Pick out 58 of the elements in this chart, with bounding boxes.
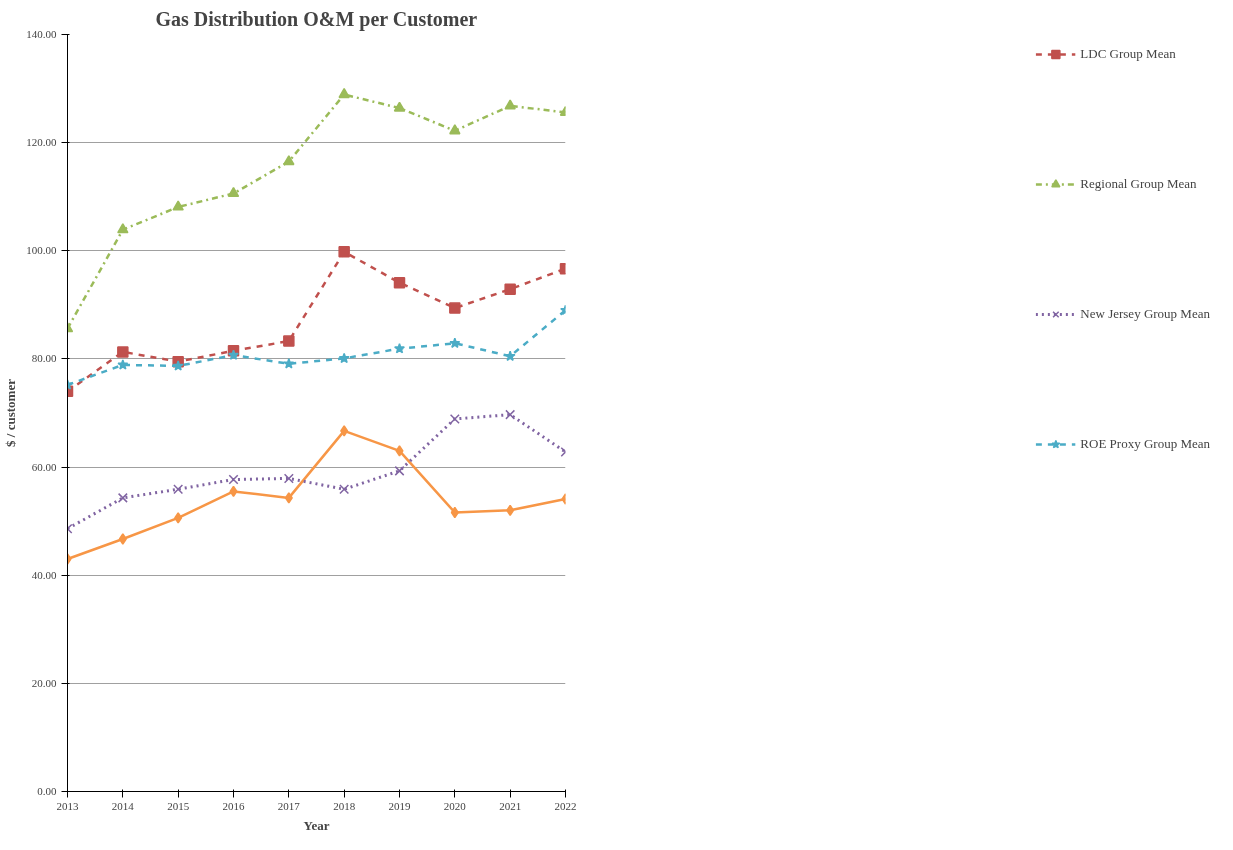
point [173,484,184,495]
x-tick-label: 2021 [499,799,522,812]
y-tick-label: 120.00 [26,136,57,149]
chart-title: Gas Distribution O&M per Customer [155,7,478,31]
x-tick-label: 2013 [56,799,79,812]
point [504,99,516,110]
point [117,346,129,358]
point [395,445,404,457]
point [283,335,295,347]
y-tick-label: 80.00 [31,352,57,365]
point [283,358,295,369]
y-axis-title: $ / customer [3,378,19,447]
point [449,337,461,349]
point [393,276,406,289]
point [283,155,295,166]
x-tick-label: 2019 [388,799,411,812]
legend-label: Regional Group Mean [1080,176,1197,192]
point [284,492,293,504]
y-tick-label: 140.00 [26,28,57,40]
point [228,474,239,485]
x-tick-label: 2015 [167,799,190,812]
y-tick-label: 0.00 [37,785,57,797]
point [504,283,516,295]
point [449,413,460,424]
y-tick-label: 60.00 [31,460,57,473]
point [338,246,350,258]
point [227,186,240,198]
x-tick-label: 2016 [222,799,245,812]
point [394,465,405,476]
point [172,200,184,211]
point [283,473,294,484]
point [174,512,183,524]
point [340,425,349,437]
y-tick-label: 40.00 [31,568,57,581]
legend-label: ROE Proxy Group Mean [1080,436,1210,452]
point [117,223,129,234]
point [449,302,461,314]
point [338,88,350,99]
point [227,349,240,360]
x-tick-label: 2022 [554,799,577,812]
point [338,352,350,364]
point [393,342,406,354]
x-tick-label: 2020 [443,799,467,812]
x-axis-title: Year [303,817,330,833]
point [118,533,127,545]
point [117,492,128,503]
point [449,124,461,135]
point [505,409,516,420]
y-tick-label: 20.00 [31,676,57,689]
x-tick-label: 2014 [111,799,135,812]
point [393,101,406,112]
x-tick-label: 2018 [333,799,356,812]
y-tick-label: 100.00 [26,244,57,257]
point [172,360,184,371]
x-tick-label: 2017 [277,799,301,812]
legend-label: LDC Group Mean [1080,46,1176,62]
legend-label: New Jersey Group Mean [1080,306,1210,322]
point [339,484,350,495]
